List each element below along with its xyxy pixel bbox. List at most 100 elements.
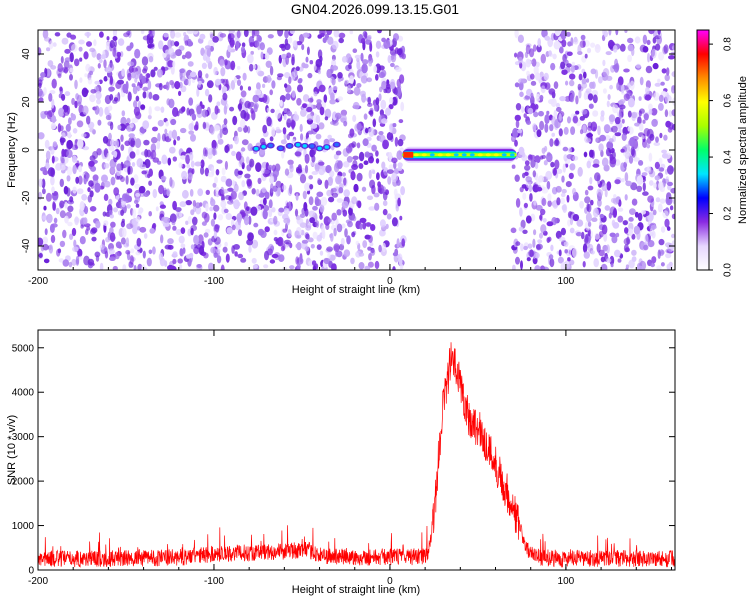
noise-blob xyxy=(572,115,579,124)
noise-blob xyxy=(241,96,246,103)
noise-blob xyxy=(567,257,571,262)
noise-blob xyxy=(187,78,191,87)
noise-blob xyxy=(586,160,592,169)
noise-blob xyxy=(126,204,131,209)
noise-blob xyxy=(267,248,273,256)
noise-blob xyxy=(314,196,320,207)
noise-blob xyxy=(636,185,643,192)
noise-blob xyxy=(602,68,610,78)
noise-blob xyxy=(148,30,152,35)
noise-blob xyxy=(61,93,66,101)
noise-blob xyxy=(251,239,259,249)
noise-blob xyxy=(391,172,398,183)
noise-blob xyxy=(608,30,612,36)
noise-blob xyxy=(388,151,393,162)
noise-blob xyxy=(301,44,305,51)
noise-blob xyxy=(294,42,298,49)
noise-blob xyxy=(619,99,626,104)
noise-blob xyxy=(661,149,667,154)
noise-blob xyxy=(291,90,296,98)
colorbar-tick-label: 0.0 xyxy=(723,263,734,277)
noise-blob xyxy=(312,265,317,270)
noise-blob xyxy=(363,113,368,120)
noise-blob xyxy=(96,98,101,105)
noise-blob xyxy=(108,248,115,255)
noise-blob xyxy=(392,123,397,128)
noise-blob xyxy=(97,119,102,126)
noise-blob xyxy=(259,138,266,146)
snr-y-axis-label: SNR (10 * v/v) xyxy=(6,415,18,485)
noise-blob xyxy=(319,30,326,37)
noise-blob xyxy=(223,105,228,115)
noise-blob xyxy=(102,211,107,217)
noise-blob xyxy=(220,264,225,270)
noise-blob xyxy=(611,219,616,227)
noise-blob xyxy=(605,51,612,56)
noise-blob xyxy=(581,109,588,115)
noise-blob xyxy=(214,176,218,184)
noise-blob xyxy=(225,253,230,263)
noise-blob xyxy=(123,32,130,38)
noise-blob xyxy=(359,223,363,230)
noise-blob xyxy=(520,243,524,252)
noise-blob xyxy=(666,67,670,76)
noise-blob xyxy=(398,256,403,266)
noise-blob xyxy=(609,255,615,266)
noise-blob xyxy=(369,179,376,189)
noise-blob xyxy=(197,70,203,79)
signal-band-dot xyxy=(429,153,435,157)
y-tick-label: 5000 xyxy=(12,343,35,354)
noise-blob xyxy=(386,213,392,220)
noise-blob xyxy=(621,178,625,183)
noise-blob xyxy=(172,200,178,211)
noise-blob xyxy=(152,126,158,132)
noise-blob xyxy=(617,207,624,212)
noise-blob xyxy=(304,208,309,217)
noise-blob xyxy=(277,186,281,197)
noise-blob xyxy=(544,82,551,90)
noise-blob xyxy=(67,221,73,227)
noise-blob xyxy=(46,213,53,224)
noise-blob xyxy=(136,149,140,156)
noise-blob xyxy=(88,180,94,187)
noise-blob xyxy=(108,209,113,216)
noise-blob xyxy=(374,202,380,211)
noise-blob xyxy=(661,68,667,74)
noise-blob xyxy=(108,132,112,141)
noise-blob xyxy=(334,112,342,120)
noise-blob xyxy=(49,223,55,233)
noise-blob xyxy=(572,155,579,161)
y-tick-label: 20 xyxy=(21,96,32,108)
noise-blob xyxy=(85,63,91,72)
noise-blob xyxy=(604,205,611,211)
noise-blob xyxy=(210,218,215,227)
noise-blob xyxy=(649,170,656,178)
noise-blob xyxy=(662,210,669,219)
noise-blob xyxy=(273,229,278,236)
noise-blob xyxy=(64,215,69,224)
noise-blob xyxy=(257,35,262,43)
noise-blob xyxy=(644,94,652,101)
noise-blob xyxy=(220,175,227,183)
noise-blob xyxy=(134,71,139,80)
noise-blob xyxy=(396,238,400,249)
noise-blob xyxy=(372,169,376,175)
noise-blob xyxy=(269,175,275,184)
noise-blob xyxy=(527,243,533,249)
noise-blob xyxy=(251,110,256,121)
noise-blob xyxy=(185,200,192,206)
noise-blob xyxy=(324,108,332,119)
noise-blob xyxy=(99,185,105,190)
noise-blob xyxy=(544,35,550,41)
noise-blob xyxy=(589,177,593,185)
noise-blob xyxy=(134,183,141,189)
noise-blob xyxy=(343,189,351,198)
noise-blob xyxy=(42,30,49,39)
noise-blob xyxy=(134,138,142,149)
noise-blob xyxy=(117,124,122,131)
noise-blob xyxy=(120,209,124,216)
noise-blob xyxy=(122,264,127,270)
noise-blob xyxy=(358,151,365,162)
noise-blob xyxy=(349,128,355,137)
noise-blob xyxy=(368,234,373,243)
